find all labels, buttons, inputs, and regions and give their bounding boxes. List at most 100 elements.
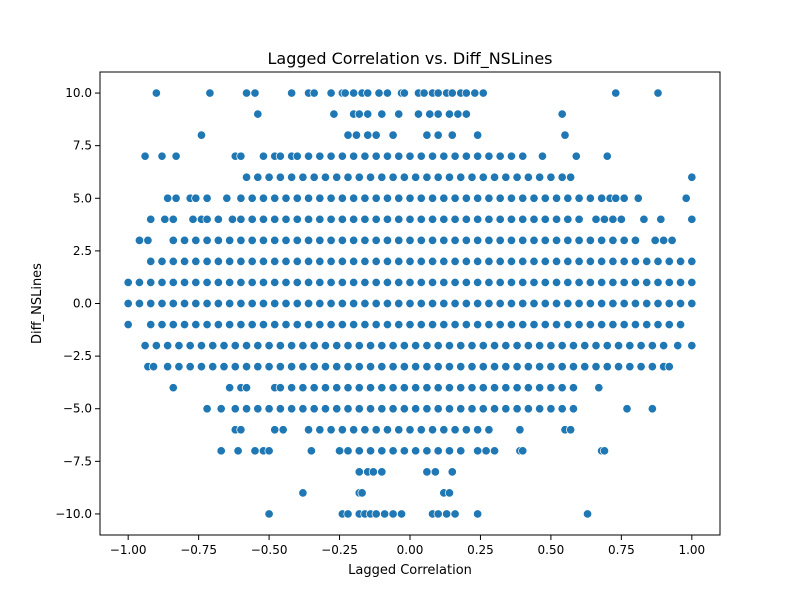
scatter-point — [287, 88, 297, 98]
scatter-point — [484, 277, 494, 287]
scatter-point — [213, 277, 223, 287]
scatter-point — [292, 151, 302, 161]
scatter-point — [642, 319, 652, 330]
scatter-point — [546, 172, 556, 182]
scatter-point — [495, 151, 505, 161]
scatter-point — [450, 509, 460, 519]
scatter-point — [264, 172, 274, 182]
scatter-point — [371, 130, 381, 140]
scatter-point — [501, 172, 511, 182]
scatter-point — [642, 277, 652, 287]
scatter-point — [456, 383, 466, 393]
scatter-point — [225, 319, 235, 330]
scatter-point — [506, 319, 516, 330]
scatter-point — [608, 319, 618, 330]
scatter-point — [506, 298, 516, 309]
scatter-point — [557, 172, 567, 182]
scatter-point — [303, 256, 314, 266]
y-tick-label: 2.5 — [73, 244, 92, 258]
scatter-point — [219, 362, 229, 372]
scatter-point — [529, 235, 539, 245]
scatter-point — [473, 235, 483, 245]
scatter-point — [599, 446, 609, 456]
scatter-point — [174, 362, 184, 372]
scatter-point — [242, 172, 252, 182]
scatter-point — [422, 130, 432, 140]
scatter-point — [512, 383, 522, 393]
scatter-point — [315, 235, 325, 245]
scatter-point — [405, 235, 415, 245]
scatter-point — [529, 277, 539, 287]
scatter-point — [473, 214, 483, 224]
scatter-point — [202, 256, 212, 266]
scatter-point — [450, 277, 460, 287]
scatter-point — [416, 425, 426, 435]
scatter-point — [298, 383, 308, 393]
scatter-point — [382, 277, 392, 287]
scatter-point — [298, 341, 308, 351]
scatter-point — [382, 235, 392, 245]
scatter-point — [529, 256, 539, 266]
scatter-point — [630, 319, 640, 330]
scatter-point — [247, 193, 257, 203]
x-tick-label: −1.00 — [110, 543, 147, 557]
scatter-point — [191, 235, 201, 245]
scatter-point — [591, 214, 601, 224]
scatter-point — [216, 446, 226, 456]
scatter-point — [371, 425, 381, 435]
scatter-point — [320, 404, 330, 414]
scatter-point — [258, 235, 268, 245]
scatter-point — [630, 235, 640, 245]
scatter-point — [653, 277, 663, 287]
scatter-point — [281, 298, 291, 309]
x-axis-label: Lagged Correlation — [348, 563, 472, 578]
scatter-point — [388, 404, 398, 414]
scatter-point — [298, 172, 308, 182]
scatter-point — [439, 277, 449, 287]
scatter-point — [233, 446, 243, 456]
scatter-point — [456, 446, 466, 456]
scatter-point — [394, 425, 404, 435]
scatter-point — [647, 341, 657, 351]
scatter-point — [478, 404, 488, 414]
scatter-point — [134, 235, 144, 245]
scatter-point — [168, 214, 178, 224]
scatter-point — [602, 362, 612, 372]
scatter-point — [281, 256, 291, 266]
scatter-point — [461, 277, 471, 287]
scatter-point — [580, 362, 590, 372]
scatter-point — [582, 509, 593, 519]
scatter-point — [405, 277, 415, 287]
scatter-point — [371, 214, 381, 224]
scatter-point — [309, 172, 319, 182]
scatter-point — [281, 193, 291, 203]
scatter-point — [630, 277, 640, 287]
scatter-point — [568, 404, 578, 414]
scatter-point — [608, 235, 618, 245]
scatter-point — [427, 277, 438, 287]
scatter-point — [168, 383, 178, 393]
scatter-point — [134, 277, 144, 287]
scatter-point — [439, 235, 449, 245]
scatter-point — [349, 319, 359, 330]
scatter-point — [146, 319, 156, 330]
scatter-point — [540, 214, 550, 224]
scatter-point — [202, 277, 212, 287]
scatter-point — [399, 88, 409, 98]
scatter-point — [450, 214, 460, 224]
scatter-point — [625, 362, 635, 372]
scatter-point — [425, 109, 435, 119]
scatter-point — [413, 109, 423, 119]
scatter-point — [416, 277, 426, 287]
scatter-point — [591, 341, 601, 351]
scatter-point — [664, 319, 674, 330]
scatter-point — [332, 362, 342, 372]
scatter-point — [225, 277, 235, 287]
scatter-point — [602, 151, 612, 161]
scatter-point — [608, 277, 618, 287]
scatter-point — [571, 151, 581, 161]
scatter-point — [368, 467, 378, 477]
scatter-point — [270, 298, 280, 309]
scatter-point — [419, 88, 429, 98]
scatter-point — [188, 214, 198, 224]
